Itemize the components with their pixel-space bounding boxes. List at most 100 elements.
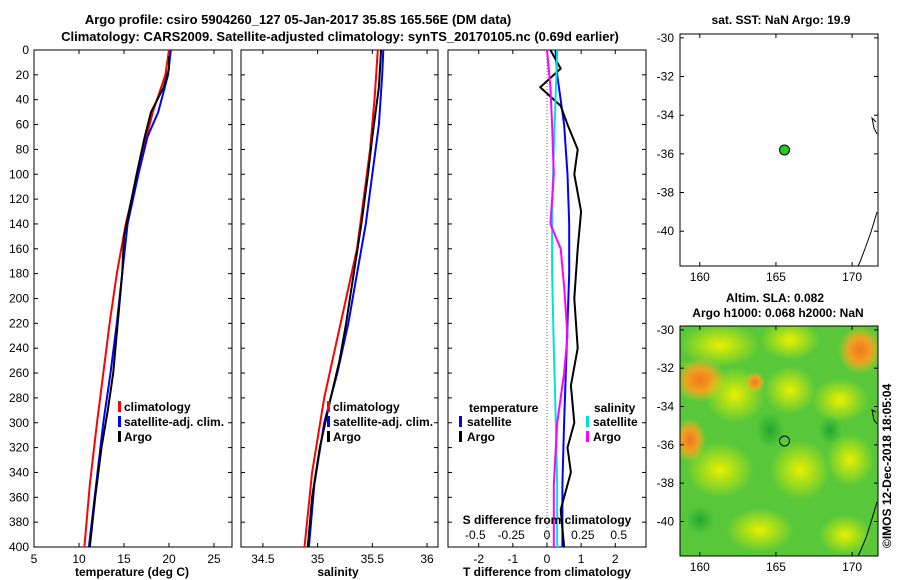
- sla-blob: [686, 442, 754, 498]
- difference-top-xlabel: S difference from climatology: [463, 513, 632, 527]
- series-line-s-satellite: [551, 49, 559, 547]
- temperature-panel: 0 20 40 60 80 100 120 140 160 180 200 220 240 260 280 3…: [9, 43, 233, 579]
- x-tick-label: 5: [31, 552, 38, 566]
- legend-label-s-satellite: satellite: [593, 415, 638, 429]
- legend-swatch-satellite: [327, 416, 330, 427]
- legend-swatch-t-satellite: [459, 416, 462, 427]
- x-tick-label: 35.5: [361, 552, 385, 566]
- y-tick-label: 300: [9, 416, 29, 430]
- sla-map-frame: [679, 325, 879, 557]
- imos-credit: ©IMOS 12-Dec-2018 18:05:04: [880, 383, 894, 548]
- map-y-tick-label: -32: [657, 70, 675, 84]
- top-x-tick-label: 0: [544, 528, 551, 542]
- x-tick-label: 0: [544, 552, 551, 566]
- difference-panel: -2 -1 0 1 2 T difference from climatology S …: [447, 49, 647, 579]
- sla-coastline-south: [857, 501, 878, 557]
- sla-coastline-north: [871, 409, 878, 425]
- salinity-panel: 34.5 35 35.5 36 salinity climatology satell…: [240, 49, 439, 579]
- top-x-tick-label: 0.25: [571, 528, 595, 542]
- difference-legend: temperature satellite Argo salinity sate…: [459, 401, 638, 444]
- difference-xlabel: T difference from climatology: [463, 565, 631, 579]
- y-tick-label: 20: [16, 68, 30, 82]
- x-tick-label: 20: [162, 552, 176, 566]
- map-x-tick-label: 170: [842, 560, 862, 574]
- y-tick-label: 60: [16, 118, 30, 132]
- legend-label-climatology: climatology: [333, 400, 400, 414]
- sst-coastline-south: [857, 211, 878, 267]
- map-y-tick-label: -32: [657, 361, 675, 375]
- sla-blob: [745, 372, 765, 392]
- x-tick-label: 1: [578, 552, 585, 566]
- series-line-climatology: [303, 49, 379, 548]
- sst-map-frame: [679, 33, 879, 267]
- sla-blob: [726, 508, 794, 552]
- legend-swatch-argo: [118, 431, 121, 442]
- sla-map-title-1: Altim. SLA: 0.082: [726, 291, 824, 305]
- x-tick-label: 35: [311, 552, 325, 566]
- legend-title-temperature: temperature: [469, 401, 539, 415]
- y-tick-label: 40: [16, 93, 30, 107]
- legend-swatch-argo: [327, 431, 330, 442]
- series-line-t-argo: [539, 49, 583, 548]
- series-line-s-argo: [546, 49, 569, 547]
- temperature-xlabel: temperature (deg C): [75, 565, 189, 579]
- legend-swatch-climatology: [327, 401, 330, 412]
- x-tick-label: -1: [508, 552, 519, 566]
- salinity-frame: [240, 49, 439, 548]
- title-line-2: Climatology: CARS2009. Satellite-adjuste…: [61, 29, 619, 44]
- series-line-satellite-adj-clim-: [87, 49, 172, 548]
- y-tick-label: 320: [9, 441, 29, 455]
- y-tick-label: 240: [9, 341, 29, 355]
- x-tick-label: 10: [72, 552, 86, 566]
- legend-label-argo: Argo: [124, 430, 152, 444]
- difference-frame: [447, 49, 647, 548]
- map-x-tick-label: 165: [766, 270, 786, 284]
- legend-label-argo: Argo: [333, 430, 361, 444]
- sla-blob: [756, 412, 784, 448]
- top-x-tick-label: 0.5: [610, 528, 627, 542]
- y-tick-label: 120: [9, 192, 29, 206]
- sla-blob: [812, 378, 868, 422]
- y-tick-label: 180: [9, 267, 29, 281]
- legend-label-s-argo: Argo: [593, 430, 621, 444]
- title-line-1: Argo profile: csiro 5904260_127 05-Jan-2…: [85, 12, 511, 27]
- legend-label-climatology: climatology: [124, 400, 191, 414]
- map-y-tick-label: -36: [657, 147, 675, 161]
- sla-blob: [760, 326, 820, 360]
- temperature-legend: climatology satellite-adj. clim. Argo: [118, 400, 224, 444]
- y-tick-label: 100: [9, 167, 29, 181]
- sla-blob: [680, 326, 760, 367]
- map-y-tick-label: -30: [657, 323, 675, 337]
- x-tick-label: 25: [207, 552, 221, 566]
- sst-map: sat. SST: NaN Argo: 19.9 160 165 170 -30 -32…: [657, 13, 879, 284]
- map-y-tick-label: -34: [657, 400, 675, 414]
- map-y-tick-label: -30: [657, 31, 675, 45]
- map-y-tick-label: -40: [657, 224, 675, 238]
- y-tick-label: 340: [9, 465, 29, 479]
- map-y-tick-label: -38: [657, 476, 675, 490]
- x-tick-label: 2: [612, 552, 619, 566]
- map-y-tick-label: -40: [657, 515, 675, 529]
- sla-map-field: [680, 326, 878, 556]
- map-x-tick-label: 160: [690, 560, 710, 574]
- y-tick-label: 160: [9, 242, 29, 256]
- legend-label-t-satellite: satellite: [467, 415, 512, 429]
- y-tick-label: 140: [9, 217, 29, 231]
- series-line-argo: [88, 56, 170, 548]
- legend-label-satellite: satellite-adj. clim.: [124, 415, 224, 429]
- y-tick-label: 400: [9, 540, 29, 554]
- x-tick-label: 36: [420, 552, 434, 566]
- sla-blob: [818, 416, 842, 444]
- temperature-frame: [33, 49, 233, 548]
- legend-swatch-s-satellite: [586, 416, 589, 427]
- sla-blob: [770, 440, 830, 500]
- top-x-tick-label: -0.5: [465, 528, 486, 542]
- legend-label-t-argo: Argo: [467, 430, 495, 444]
- y-tick-label: 380: [9, 515, 29, 529]
- y-tick-label: 360: [9, 490, 29, 504]
- sst-coastline-north: [871, 116, 878, 135]
- legend-swatch-climatology: [118, 401, 121, 412]
- y-tick-label: 0: [22, 43, 29, 57]
- sst-map-title: sat. SST: NaN Argo: 19.9: [712, 13, 851, 27]
- sla-argo-position-marker: [779, 435, 790, 447]
